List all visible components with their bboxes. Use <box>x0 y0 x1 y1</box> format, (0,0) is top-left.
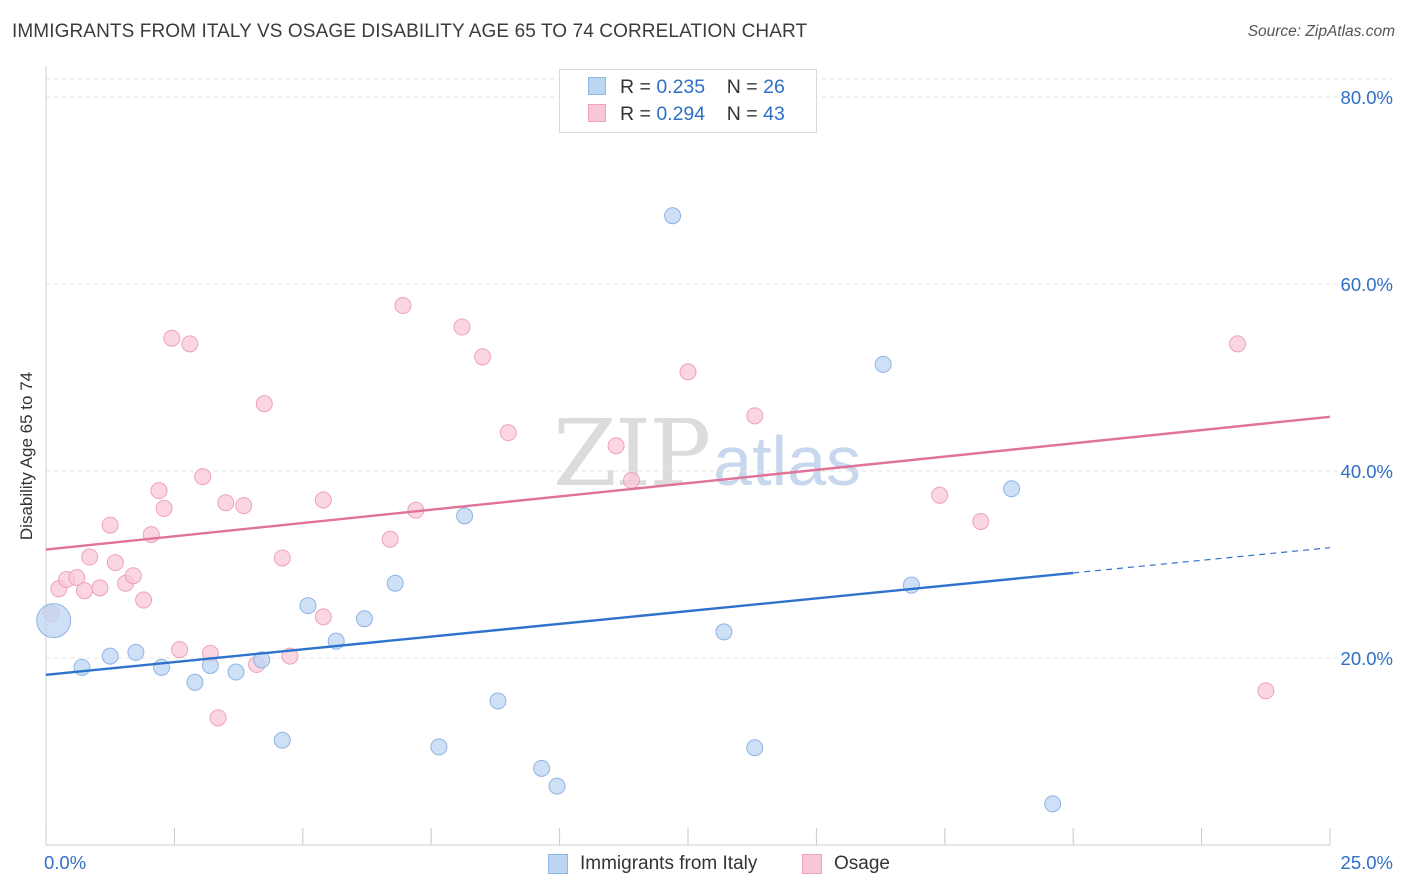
italy-point <box>101 647 119 665</box>
osage-point <box>235 497 253 515</box>
osage-point <box>394 297 412 315</box>
osage-point <box>972 512 990 530</box>
osage-point <box>135 591 153 609</box>
osage-point <box>81 548 99 566</box>
italy-point <box>186 673 204 691</box>
osage-point <box>101 516 119 534</box>
osage-point <box>607 437 625 455</box>
italy-point <box>715 623 733 641</box>
osage-point <box>381 530 399 548</box>
osage-point <box>679 363 697 381</box>
italy-point <box>548 777 566 795</box>
italy-point <box>253 651 271 669</box>
italy-point <box>127 643 145 661</box>
legend-row-osage-text: R = 0.294 N = 43 <box>620 103 785 126</box>
italy-point <box>355 610 373 628</box>
italy-point <box>1044 795 1062 813</box>
legend-label-osage: Osage <box>834 853 890 874</box>
osage-point <box>314 491 332 509</box>
osage-point <box>171 641 189 659</box>
italy-point <box>1003 480 1021 498</box>
osage-point <box>623 471 641 489</box>
osage-point <box>1229 335 1247 353</box>
osage-point <box>273 549 291 567</box>
r-label: R = <box>620 76 657 98</box>
italy-point <box>874 355 892 373</box>
x-tick-label: 25.0% <box>1341 852 1393 873</box>
osage-point <box>76 582 94 600</box>
osage-point <box>217 494 235 512</box>
italy-trend-line-projection <box>1073 547 1331 574</box>
swatch-pink <box>802 854 822 874</box>
y-tick-label: 80.0% <box>1341 87 1393 108</box>
italy-trend-line <box>45 571 1074 677</box>
r-label: R = <box>620 103 657 125</box>
osage-point <box>255 395 273 413</box>
osage-point <box>931 486 949 504</box>
r-value: 0.235 <box>656 76 706 98</box>
osage-trend-line <box>45 415 1331 551</box>
swatch-blue <box>548 854 568 874</box>
italy-point <box>386 574 404 592</box>
n-value: 26 <box>763 76 785 98</box>
n-label: N = <box>726 76 764 98</box>
y-tick-label: 40.0% <box>1341 461 1393 482</box>
osage-point <box>453 318 471 336</box>
italy-point <box>664 207 682 225</box>
osage-point <box>91 579 109 597</box>
legend-row-italy-text: R = 0.235 N = 26 <box>620 76 785 99</box>
n-value: 43 <box>763 103 785 125</box>
y-tick-label: 20.0% <box>1341 648 1393 669</box>
osage-point <box>194 468 212 486</box>
osage-point <box>124 567 142 585</box>
italy-point <box>36 603 72 639</box>
osage-point <box>163 329 181 347</box>
osage-point <box>209 709 227 727</box>
osage-point <box>474 348 492 366</box>
legend-series: Immigrants from Italy Osage <box>0 853 1406 877</box>
swatch-pink <box>588 104 606 122</box>
chart-title: IMMIGRANTS FROM ITALY VS OSAGE DISABILIT… <box>12 21 808 42</box>
legend-stats: R = 0.235 N = 26 R = 0.294 N = 43 <box>559 69 817 133</box>
osage-point <box>1257 682 1275 700</box>
r-value: 0.294 <box>656 103 706 125</box>
italy-point <box>456 507 474 525</box>
osage-point <box>746 407 764 425</box>
swatch-blue <box>588 77 606 95</box>
italy-point <box>746 739 764 757</box>
y-tick-label: 60.0% <box>1341 274 1393 295</box>
italy-point <box>533 759 551 777</box>
italy-point <box>299 597 317 615</box>
osage-point <box>68 569 86 587</box>
italy-point <box>430 738 448 756</box>
italy-point <box>227 663 245 681</box>
source-label: Source: ZipAtlas.com <box>1247 23 1395 40</box>
osage-point <box>181 335 199 353</box>
x-tick-label: 0.0% <box>44 852 86 873</box>
y-axis-label: Disability Age 65 to 74 <box>17 371 36 541</box>
italy-point <box>273 731 291 749</box>
n-label: N = <box>726 103 764 125</box>
legend-label-italy: Immigrants from Italy <box>580 853 758 874</box>
italy-point <box>489 692 507 710</box>
osage-point <box>106 554 124 572</box>
osage-point <box>314 608 332 626</box>
osage-point <box>150 482 168 500</box>
osage-point <box>499 424 517 442</box>
osage-point <box>155 499 173 517</box>
